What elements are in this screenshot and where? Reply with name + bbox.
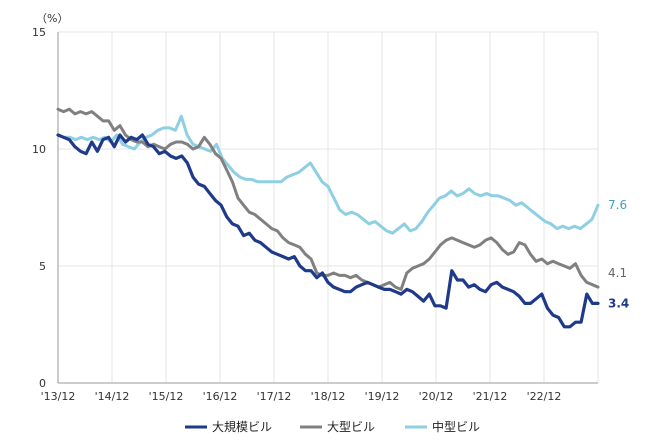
y-tick-label: 15	[32, 26, 46, 39]
x-tick-label: '15/12	[149, 390, 184, 403]
series-lines	[56, 107, 600, 329]
x-tick-label: '14/12	[95, 390, 130, 403]
legend-label-2: 中型ビル	[432, 419, 480, 434]
x-tick-label: '20/12	[419, 390, 454, 403]
x-axis-ticks: '13/12 '14/12 '15/12 '16/12 '17/12 '18/12 '19/…	[41, 390, 562, 403]
x-tick-label: '22/12	[527, 390, 562, 403]
end-label-2: 7.6	[608, 198, 627, 212]
y-tick-label: 5	[39, 260, 46, 273]
y-tick-label: 0	[39, 377, 46, 390]
series-end-labels: 3.4 4.1 7.6	[608, 198, 629, 310]
x-tick-label: '16/12	[203, 390, 238, 403]
series-line-2	[56, 114, 600, 235]
end-label-0: 3.4	[608, 296, 629, 310]
legend: 大規模ビル 大型ビル 中型ビル	[185, 419, 480, 434]
y-axis-ticks: 0 5 10 15	[32, 26, 46, 390]
legend-label-0: 大規模ビル	[212, 419, 272, 434]
legend-label-1: 大型ビル	[327, 420, 375, 434]
x-tick-label: '13/12	[41, 390, 76, 403]
x-tick-label: '18/12	[311, 390, 346, 403]
x-tick-label: '21/12	[473, 390, 508, 403]
y-axis-unit-label: （%）	[36, 12, 68, 25]
end-label-1: 4.1	[608, 266, 627, 280]
series-line-1	[56, 107, 600, 291]
chart-grid	[57, 31, 599, 384]
series-line-0	[56, 133, 600, 329]
y-tick-label: 10	[32, 143, 46, 156]
x-tick-label: '17/12	[257, 390, 292, 403]
x-tick-label: '19/12	[365, 390, 400, 403]
